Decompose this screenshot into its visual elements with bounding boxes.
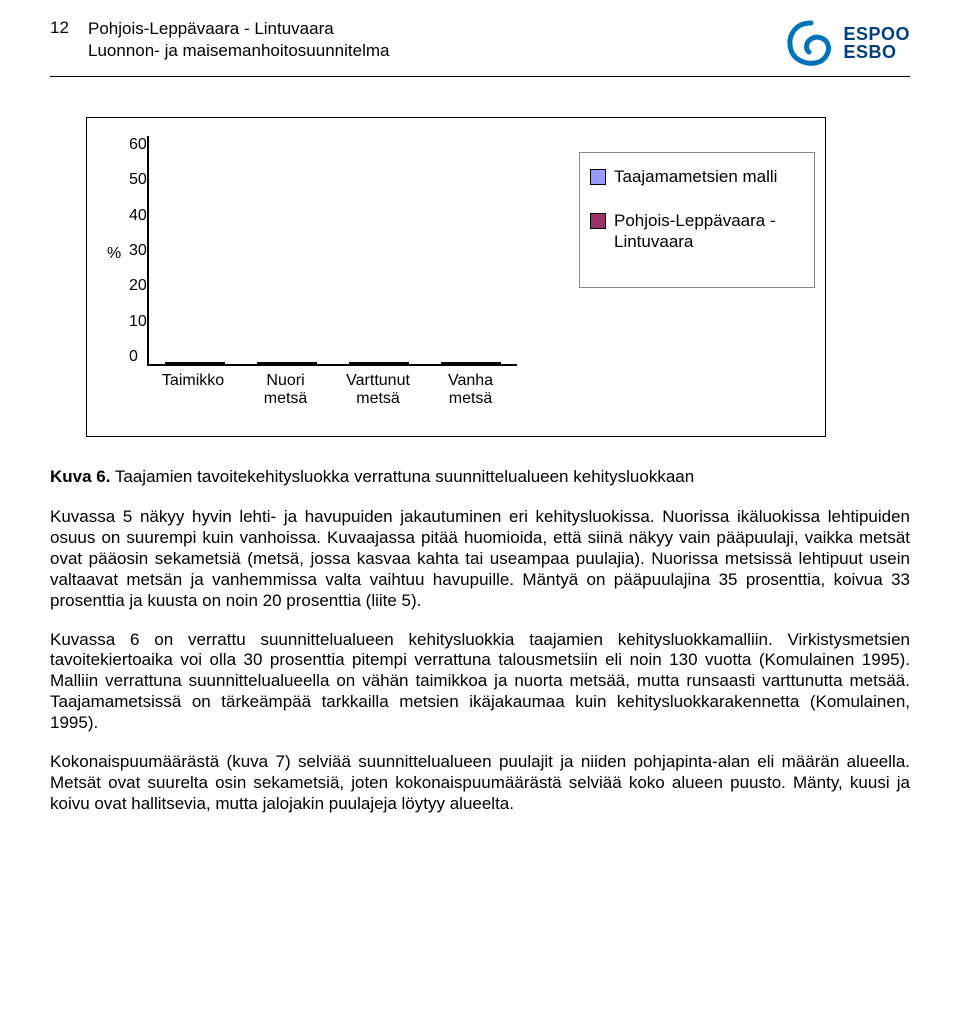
ytick: 30	[129, 242, 147, 260]
bar-group	[149, 362, 241, 364]
bar	[379, 362, 409, 364]
logo-swirl-icon	[781, 18, 837, 68]
bar-group	[241, 362, 333, 364]
header-titles: Pohjois-Leppävaara - Lintuvaara Luonnon-…	[88, 18, 781, 62]
logo-line1: ESPOO	[843, 25, 910, 43]
bar-chart: % 60 50 40 30 20 10 0 TaimikkoNuorimetsäVarttu…	[86, 117, 826, 437]
bar-group	[425, 362, 517, 364]
bar	[257, 362, 287, 364]
bar-group	[333, 362, 425, 364]
body-paragraph: Kokonaispuumäärästä (kuva 7) selviää suu…	[50, 752, 910, 815]
legend-label: Pohjois-Leppävaara - Lintuvaara	[614, 211, 804, 252]
chart-xlabels: TaimikkoNuorimetsäVarttunutmetsäVanhamet…	[147, 372, 517, 409]
ytick: 10	[129, 313, 147, 331]
bar	[441, 362, 471, 364]
bar	[165, 362, 195, 364]
bar	[349, 362, 379, 364]
page-header: 12 Pohjois-Leppävaara - Lintuvaara Luonn…	[50, 18, 910, 68]
legend-item: Taajamametsien malli	[590, 167, 804, 187]
ytick: 50	[129, 171, 147, 189]
legend-label: Taajamametsien malli	[614, 167, 777, 187]
header-divider	[50, 76, 910, 77]
xlabel: Varttunutmetsä	[332, 372, 425, 409]
bar	[471, 362, 501, 364]
chart-ylabel: %	[107, 245, 125, 263]
ytick: 20	[129, 277, 147, 295]
caption-label: Kuva 6.	[50, 467, 110, 486]
chart-plot-area	[147, 136, 517, 366]
legend-swatch	[590, 213, 606, 229]
legend-swatch	[590, 169, 606, 185]
body-paragraph: Kuvassa 6 on verrattu suunnittelualueen …	[50, 630, 910, 735]
espoo-logo: ESPOO ESBO	[781, 18, 910, 68]
chart-legend: Taajamametsien malli Pohjois-Leppävaara -…	[579, 152, 815, 288]
header-title: Pohjois-Leppävaara - Lintuvaara	[88, 18, 781, 40]
body-paragraph: Kuvassa 5 näkyy hyvin lehti- ja havupuid…	[50, 507, 910, 612]
xlabel: Nuorimetsä	[239, 372, 332, 409]
figure-caption: Kuva 6. Taajamien tavoitekehitysluokka v…	[50, 467, 910, 487]
page-number: 12	[50, 18, 88, 38]
bar	[195, 362, 225, 364]
chart-bars	[149, 136, 517, 364]
bar	[287, 362, 317, 364]
ytick: 0	[129, 348, 147, 366]
legend-item: Pohjois-Leppävaara - Lintuvaara	[590, 211, 804, 252]
header-subtitle: Luonnon- ja maisemanhoitosuunnitelma	[88, 40, 781, 62]
logo-line2: ESBO	[843, 43, 910, 61]
ytick: 60	[129, 136, 147, 154]
xlabel: Vanhametsä	[424, 372, 517, 409]
caption-text: Taajamien tavoitekehitysluokka verrattun…	[110, 467, 694, 486]
xlabel: Taimikko	[147, 372, 240, 409]
body-paragraphs: Kuvassa 5 näkyy hyvin lehti- ja havupuid…	[50, 507, 910, 815]
chart-yticks: 60 50 40 30 20 10 0	[129, 136, 147, 366]
ytick: 40	[129, 207, 147, 225]
